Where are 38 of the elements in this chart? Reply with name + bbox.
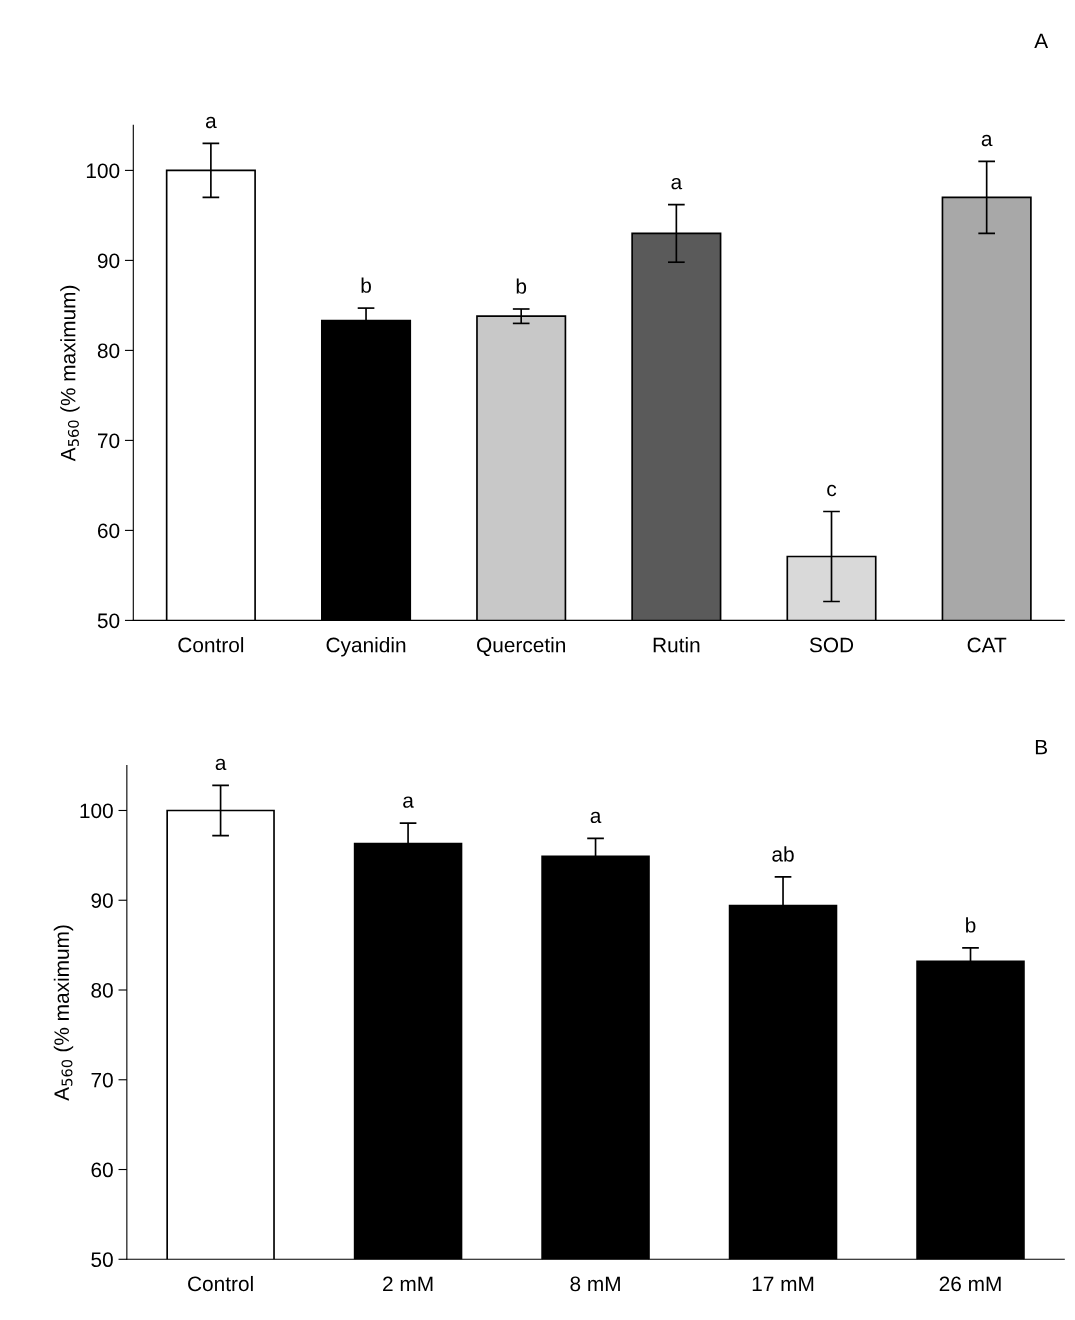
annotation: b [361,277,371,293]
x-tick-label: 17 mM [752,1276,814,1292]
y-tick-label: 80 [97,343,120,359]
y-axis-title: A$_{560}$ (% maximum) [60,285,80,462]
y-tick-label: 80 [91,983,113,998]
annotation: a [671,177,683,190]
y-tick-label: 90 [91,893,113,908]
annotation: c [827,484,837,497]
x-tick-label: Quercetin [477,637,566,657]
annotation: ab [772,846,794,862]
x-tick-label: Control [188,1275,253,1292]
y-axis-title: A$_{560}$ (% maximum) [53,925,74,1101]
y-tick-label: 70 [98,433,120,449]
annotation: a [205,116,217,129]
y-tick-label: 90 [97,253,120,269]
y-tick-label: 70 [91,1072,113,1088]
x-tick-label: SOD [809,637,854,653]
annotation: a [981,134,993,147]
y-tick-label: 60 [97,523,120,539]
text: B [1035,739,1048,755]
x-tick-label: 2 mM [383,1276,433,1292]
annotation: b [966,917,976,933]
y-tick-label: 50 [97,613,120,629]
annotation: a [215,758,227,771]
y-tick-label: 100 [86,163,120,179]
x-tick-label: CAT [967,637,1007,653]
y-tick-label: 100 [80,803,113,819]
y-tick-label: 50 [91,1252,113,1268]
y-tick-label: 60 [91,1162,113,1178]
x-tick-label: Control [178,637,244,653]
annotation: b [516,278,527,294]
x-tick-label: Rutin [653,637,700,653]
text: A [1034,33,1049,49]
annotation: a [403,796,414,808]
x-tick-label: 8 mM [570,1276,620,1292]
x-tick-label: Cyanidin [326,637,406,657]
annotation: a [590,811,602,824]
x-tick-label: 26 mM [939,1276,1001,1292]
